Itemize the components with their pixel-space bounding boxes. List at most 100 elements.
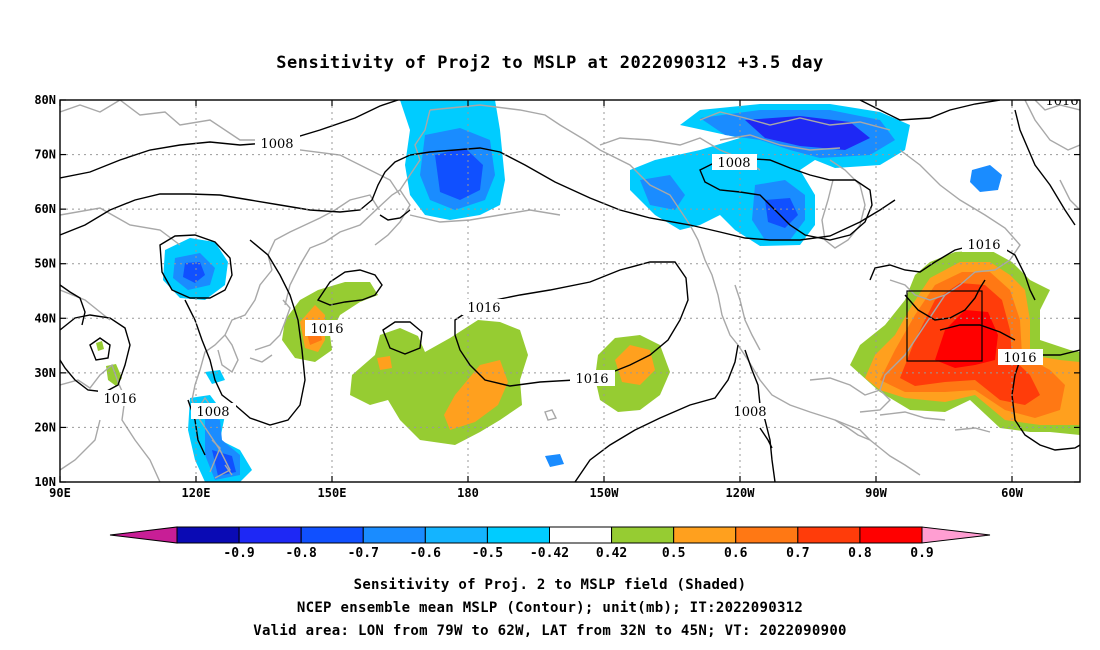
lat-label: 10N bbox=[34, 475, 56, 489]
colorbar-label: 0.5 bbox=[662, 546, 685, 561]
contour-label: 1016 bbox=[1003, 351, 1036, 366]
lon-label: 60W bbox=[1001, 486, 1023, 500]
contour-1008-arctic-right bbox=[859, 100, 1001, 121]
lat-label: 60N bbox=[34, 202, 56, 216]
contour-labels: 1008 1008 1016 1016 1016 1016 1016 1008 … bbox=[98, 94, 1079, 420]
shade-pos-npac-spot bbox=[377, 356, 392, 370]
shade-neg-labrador bbox=[970, 165, 1002, 192]
coast-okhotsk bbox=[267, 194, 379, 306]
mslp-contours bbox=[60, 100, 1080, 482]
contour-label: 1008 bbox=[260, 137, 293, 152]
colorbar-swatch bbox=[238, 526, 302, 544]
contour-kuril-low bbox=[316, 269, 383, 306]
map-frame bbox=[59, 99, 1081, 483]
contour-label: 1016 bbox=[467, 301, 500, 316]
shade-neg-japan-spot bbox=[205, 370, 225, 384]
lon-label: 120E bbox=[182, 486, 211, 500]
colorbar-swatch bbox=[424, 526, 488, 544]
coast-gulf bbox=[809, 377, 891, 413]
contour-label: 1016 bbox=[310, 322, 343, 337]
lon-label: 150W bbox=[590, 486, 620, 500]
contour-central-ring bbox=[382, 321, 423, 355]
contour-alaska-pacific bbox=[379, 209, 411, 221]
lon-label: 90E bbox=[49, 486, 71, 500]
figure-title: Sensitivity of Proj2 to MSLP at 20220903… bbox=[276, 53, 823, 73]
shade-neg-alaska-core bbox=[435, 148, 483, 200]
coast-india-bay bbox=[60, 419, 101, 471]
lon-label: 120W bbox=[726, 486, 756, 500]
lat-label: 30N bbox=[34, 366, 56, 380]
colorbar-swatch bbox=[859, 526, 923, 544]
contour-1016-central-pacific bbox=[454, 261, 689, 387]
contour-label: 1016 bbox=[1045, 94, 1078, 109]
coast-caribbean bbox=[879, 411, 991, 433]
colorbar-swatch bbox=[797, 526, 861, 544]
coast-kamchatka bbox=[374, 189, 411, 246]
colorbar-swatch bbox=[735, 526, 799, 544]
colorbar: -0.9 -0.8 -0.7 -0.6 -0.5 -0.42 0.42 0.5 0.6 0.7 0.… bbox=[109, 526, 991, 561]
lat-label: 70N bbox=[34, 148, 56, 162]
colorbar-label: -0.6 bbox=[410, 546, 441, 561]
colorbar-label: 0.8 bbox=[848, 546, 872, 561]
colorbar-swatch bbox=[549, 526, 613, 544]
shade-pos-npac-orange bbox=[444, 360, 508, 430]
contour-1016-east-canada bbox=[869, 244, 1036, 301]
lon-label: 180 bbox=[457, 486, 479, 500]
shade-pos-epac-orange bbox=[615, 345, 655, 385]
footer-line-1: Sensitivity of Proj. 2 to MSLP field (Sh… bbox=[354, 577, 747, 593]
coast-korea bbox=[217, 334, 239, 374]
colorbar-over-triangle bbox=[921, 526, 991, 544]
contour-label: 1008 bbox=[733, 405, 766, 420]
footer-line-2: NCEP ensemble mean MSLP (Contour); unit(… bbox=[297, 600, 803, 616]
contour-1008-west-asia bbox=[60, 284, 86, 326]
contour-label: 1016 bbox=[575, 372, 608, 387]
valid-area-box bbox=[906, 290, 983, 362]
colorbar-swatch bbox=[486, 526, 550, 544]
contour-label: 1008 bbox=[717, 156, 750, 171]
contour-label: 1008 bbox=[196, 405, 229, 420]
colorbar-label: -0.9 bbox=[223, 546, 254, 561]
contour-1016-atlantic-inner bbox=[904, 279, 986, 321]
shade-neg-siberia-core bbox=[183, 262, 205, 283]
coast-central-america bbox=[834, 419, 921, 476]
colorbar-label: 0.6 bbox=[724, 546, 748, 561]
colorbar-label: 0.7 bbox=[786, 546, 809, 561]
coast-china-interior bbox=[60, 207, 181, 321]
colorbar-swatch bbox=[362, 526, 426, 544]
colorbar-label: -0.5 bbox=[472, 546, 503, 561]
lat-label: 20N bbox=[34, 420, 56, 434]
colorbar-swatch bbox=[300, 526, 364, 544]
contour-label: 1016 bbox=[967, 238, 1000, 253]
contour-1008-north bbox=[60, 100, 399, 179]
coast-iceland-side bbox=[1059, 179, 1080, 211]
coast-great-lakes bbox=[889, 279, 946, 301]
lat-label: 40N bbox=[34, 311, 56, 325]
contour-1008-canada bbox=[699, 157, 873, 241]
footer-line-3: Valid area: LON from 79W to 62W, LAT fro… bbox=[253, 623, 847, 639]
contour-siberia-low bbox=[159, 234, 233, 299]
colorbar-swatch bbox=[611, 526, 675, 544]
contour-label: 1016 bbox=[103, 392, 136, 407]
coast-aleutians bbox=[409, 209, 561, 223]
coast-se-asia bbox=[60, 363, 161, 482]
lat-label: 80N bbox=[34, 93, 56, 107]
coast-us-east bbox=[879, 271, 976, 391]
map-area: 1008 1008 1016 1016 1016 1016 1016 1008 … bbox=[60, 94, 1080, 482]
colorbar-swatch bbox=[673, 526, 737, 544]
colorbar-label: 0.42 bbox=[596, 546, 627, 561]
lat-label: 50N bbox=[34, 257, 56, 271]
contour-1016-west-pacific bbox=[184, 239, 306, 426]
coast-alaska bbox=[429, 104, 871, 441]
coast-japan bbox=[249, 299, 291, 363]
colorbar-swatch bbox=[176, 526, 240, 544]
shade-neg-pacific-spot bbox=[545, 454, 564, 467]
colorbar-label: -0.42 bbox=[530, 546, 569, 561]
contour-greenland bbox=[1014, 109, 1076, 226]
colorbar-label: -0.8 bbox=[286, 546, 317, 561]
coast-arctic-russia bbox=[60, 100, 401, 196]
contour-bay-bengal-small bbox=[89, 337, 111, 361]
shade-pos-bengal-green bbox=[96, 341, 104, 351]
contour-1008-mexico bbox=[759, 427, 773, 449]
coast-labrador bbox=[899, 149, 1021, 273]
